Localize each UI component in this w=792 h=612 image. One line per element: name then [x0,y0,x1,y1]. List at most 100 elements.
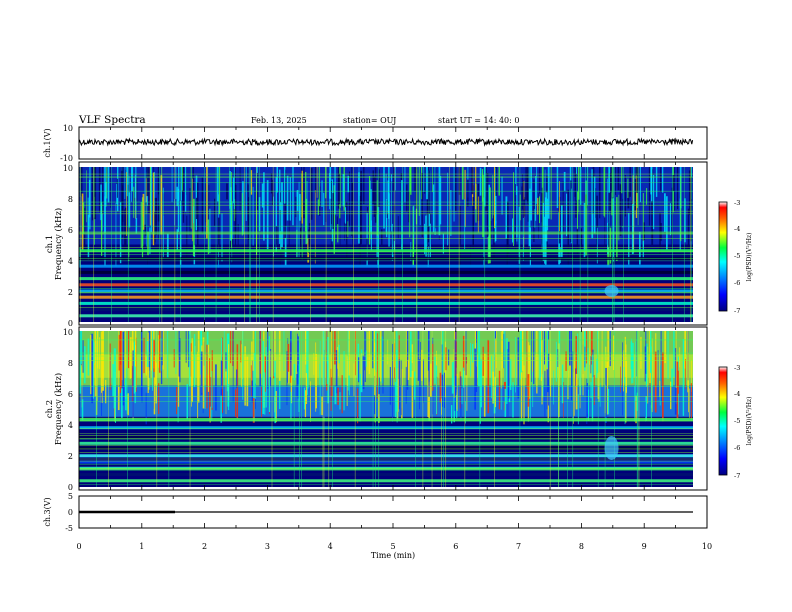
streak [561,364,564,404]
ch1-trace [78,137,694,147]
ch2-colorbar [718,366,728,476]
streak [81,193,84,250]
streak [513,172,514,246]
ch2-yticks: 10 8 6 4 2 0 [63,328,73,492]
streak [690,176,692,242]
streak [606,361,609,415]
streak [563,382,564,418]
ch2-ytick-0: 0 [68,483,73,492]
freq-band [79,435,693,439]
streak [571,331,572,401]
streak [129,351,131,379]
streak [483,353,486,417]
streak [470,245,472,267]
streak [479,365,481,424]
streak [458,167,461,195]
streak [346,201,348,259]
streak [382,331,384,394]
streak [287,343,290,372]
x-tick-6: 6 [453,542,458,551]
streak [660,331,662,402]
streak [104,196,106,266]
streak [347,175,350,193]
cb2-tick-4: -4 [734,390,740,398]
streak [188,331,190,368]
streak [367,331,369,371]
streak [635,395,637,424]
streak [559,181,560,232]
streak [253,353,255,423]
streak [578,167,580,200]
streak [671,368,673,387]
streak [153,377,156,415]
streak [443,372,445,408]
streak [413,205,415,254]
freq-band [79,283,693,287]
streak [645,331,647,374]
streak [420,341,421,397]
streak [274,331,276,373]
streak [479,167,482,196]
streak [136,177,138,219]
streak [305,198,308,245]
streak [115,202,117,267]
streak [642,193,644,247]
streak [154,211,156,246]
streak [228,344,230,401]
streak [301,170,303,224]
streak [338,173,341,205]
streak [632,353,634,384]
streak [374,342,376,396]
streak [304,390,307,418]
streak [442,233,444,254]
streak [659,380,661,398]
streak [121,167,122,233]
streak [590,356,592,374]
streak [394,331,395,368]
streak [540,331,542,377]
streak [365,350,367,367]
streak [317,199,319,215]
streak [326,331,328,364]
freq-band [79,446,693,450]
streak [426,167,428,200]
streak [477,196,479,233]
freq-band [79,270,693,274]
streak [593,176,596,234]
streak [115,348,116,423]
x-tick-9: 9 [642,542,647,551]
streak [83,207,86,249]
streak [255,331,256,399]
streak [121,170,123,245]
streak [232,177,235,204]
streak [501,176,503,215]
streak [349,171,350,227]
streak [666,196,668,250]
streak [381,336,383,384]
streak [126,167,128,197]
streak [627,192,630,209]
streak [537,197,539,215]
streak [607,245,609,267]
streak [529,227,531,266]
streak [135,167,137,211]
streak [376,333,378,399]
ch2-ytick-4: 4 [68,421,73,430]
streak [434,356,436,384]
streak [451,405,453,424]
streak [432,184,435,233]
streak [195,197,198,219]
streak [391,223,393,261]
streak [620,366,621,393]
streak [299,193,301,221]
streak [439,175,442,225]
streak [667,331,669,379]
streak [377,207,379,268]
streak [363,167,365,205]
streak [525,167,527,200]
streak [604,167,606,218]
streak [432,343,434,391]
streak [507,341,510,399]
streak [438,167,441,236]
streak [289,177,291,221]
